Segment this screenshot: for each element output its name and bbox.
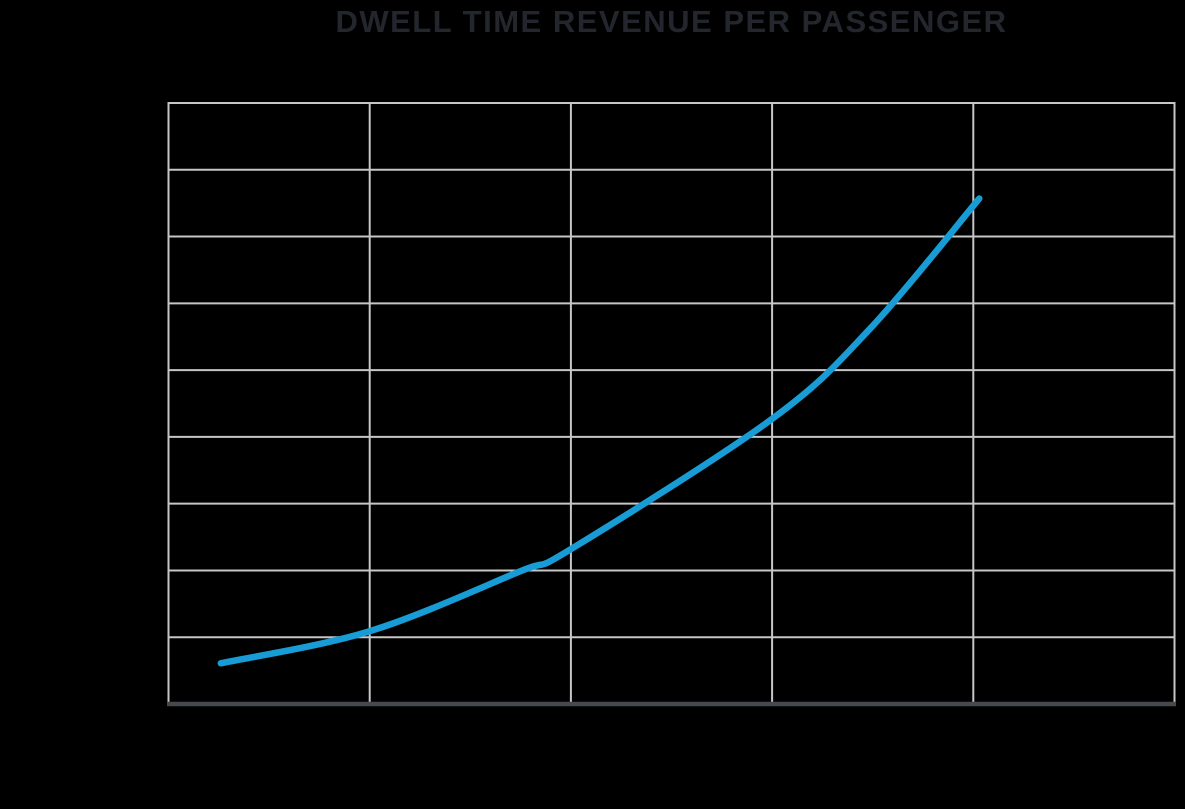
revenue-curve: [217, 195, 983, 667]
chart-title: DWELL TIME REVENUE PER PASSENGER: [335, 4, 1008, 39]
grid: [167, 102, 1176, 704]
